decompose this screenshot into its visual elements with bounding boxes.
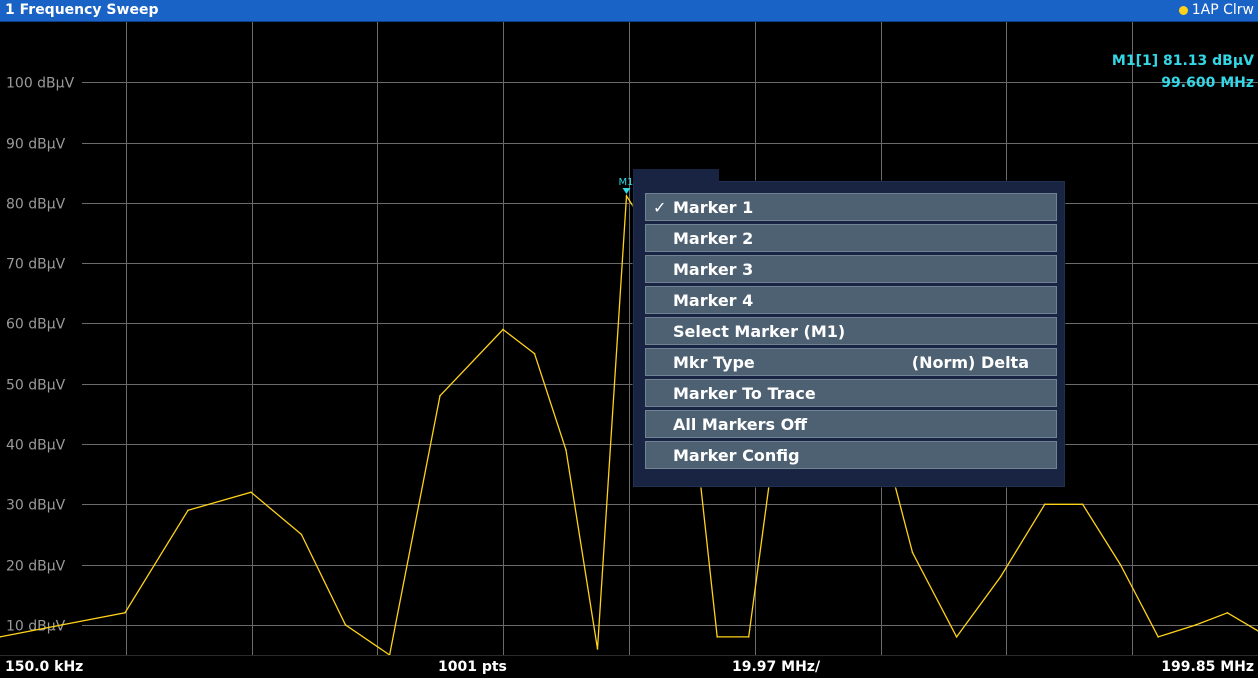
- trace-point: [61, 624, 63, 626]
- y-tick-label-background: [0, 373, 82, 394]
- trace-point: [250, 491, 252, 494]
- y-tick-label: 90 dBµV: [6, 137, 66, 153]
- trace-point: [124, 612, 126, 614]
- checkmark-icon: ✓: [653, 198, 667, 217]
- y-tick-label: 20 dBµV: [6, 559, 66, 575]
- trace-point: [1119, 563, 1122, 566]
- trace-point: [502, 328, 504, 331]
- trace-point: [1226, 612, 1229, 614]
- marker-m1-icon[interactable]: [622, 188, 631, 195]
- title-bar: 1 Frequency Sweep 1AP Clrw: [0, 0, 1258, 22]
- menu-item-label: Marker 2: [673, 229, 754, 248]
- trace-point: [999, 575, 1002, 578]
- menu-item-marker-3[interactable]: Marker 3: [645, 255, 1057, 283]
- y-tick-label: 70 dBµV: [6, 257, 66, 273]
- y-tick-label: 80 dBµV: [6, 197, 66, 213]
- menu-item-value: (Norm) Delta: [911, 353, 1029, 372]
- menu-item-mkr-type[interactable]: Mkr Type (Norm) Delta: [645, 348, 1057, 376]
- trace-point: [955, 636, 958, 638]
- y-tick-label-background: [0, 312, 82, 333]
- marker-readout-level: M1[1] 81.13 dBµV: [1111, 53, 1254, 69]
- trace-point: [344, 624, 347, 626]
- y-tick-label-background: [0, 252, 82, 273]
- y-tick-label-background: [0, 132, 82, 153]
- trace-point: [0, 636, 1, 638]
- menu-item-label: Marker 4: [673, 291, 754, 310]
- menu-item-label: Select Marker (M1): [673, 322, 846, 341]
- y-tick-label-background: [0, 554, 82, 575]
- menu-item-label: Marker Config: [673, 446, 800, 465]
- span-per-division: 19.97 MHz/: [732, 659, 821, 675]
- trace-color-dot-icon: [1178, 5, 1188, 15]
- menu-item-all-markers-off[interactable]: All Markers Off: [645, 410, 1057, 438]
- y-tick-label: 100 dBµV: [6, 76, 75, 92]
- menu-item-label: Marker 3: [673, 260, 754, 279]
- spectrum-chart[interactable]: 100 dBµV 90 dBµV 80 dBµV 70 dBµV 60 dBµV 50 d…: [0, 22, 1258, 655]
- menu-item-marker-4[interactable]: Marker 4: [645, 286, 1057, 314]
- trace-point: [1043, 503, 1046, 506]
- y-tick-label-background: [0, 614, 82, 635]
- trace-point: [596, 648, 599, 650]
- trace-point: [716, 636, 718, 638]
- spectrum-plot[interactable]: 100 dBµV 90 dBµV 80 dBµV 70 dBµV 60 dBµV 50 d…: [0, 22, 1258, 655]
- menu-item-label: All Markers Off: [673, 415, 808, 434]
- marker-context-menu: ✓ Marker 1 Marker 2 Marker 3 Marker 4 Select …: [633, 169, 1065, 487]
- trace-point: [565, 449, 567, 451]
- trace-point: [300, 533, 303, 536]
- trace-point: [533, 352, 536, 355]
- trace-point: [747, 636, 750, 638]
- y-tick-label-background: [0, 433, 82, 454]
- menu-item-marker-to-trace[interactable]: Marker To Trace: [645, 379, 1057, 407]
- marker-m1-label: M1: [618, 177, 633, 188]
- y-tick-label: 60 dBµV: [6, 317, 66, 333]
- trace-point: [911, 551, 914, 554]
- trace-badge-label: 1AP Clrw: [1191, 2, 1254, 18]
- y-tick-label-background: [0, 71, 82, 92]
- y-tick-label-background: [0, 493, 82, 514]
- menu-item-label: Mkr Type: [673, 353, 755, 372]
- window-title: 1 Frequency Sweep: [5, 2, 159, 18]
- trace-point: [1081, 503, 1084, 506]
- menu-item-marker-1[interactable]: ✓ Marker 1: [645, 193, 1057, 221]
- stop-frequency: 199.85 MHz: [1161, 659, 1254, 675]
- trace-point: [388, 654, 391, 655]
- trace-point: [625, 195, 628, 197]
- menu-item-label: Marker To Trace: [673, 384, 816, 403]
- y-tick-label: 40 dBµV: [6, 438, 66, 454]
- trace-point: [1195, 624, 1197, 626]
- trace-indicator[interactable]: 1AP Clrw: [1178, 0, 1254, 20]
- bottom-status-bar: 150.0 kHz 1001 pts 19.97 MHz/ 199.85 MHz: [0, 655, 1258, 678]
- y-tick-label: 30 dBµV: [6, 498, 66, 514]
- y-tick-label: 10 dBµV: [6, 619, 66, 635]
- trace-point: [187, 509, 189, 512]
- trace-point: [439, 394, 441, 397]
- menu-item-marker-config[interactable]: Marker Config: [645, 441, 1057, 469]
- marker-readout-frequency: 99.600 MHz: [1161, 75, 1254, 91]
- sweep-points: 1001 pts: [438, 659, 507, 675]
- y-tick-label-background: [0, 192, 82, 213]
- y-tick-label: 50 dBµV: [6, 378, 66, 394]
- menu-item-label: Marker 1: [673, 198, 754, 217]
- menu-item-marker-2[interactable]: Marker 2: [645, 224, 1057, 252]
- menu-item-select-marker-m1[interactable]: Select Marker (M1): [645, 317, 1057, 345]
- trace-point: [1157, 636, 1159, 638]
- start-frequency: 150.0 kHz: [5, 659, 84, 675]
